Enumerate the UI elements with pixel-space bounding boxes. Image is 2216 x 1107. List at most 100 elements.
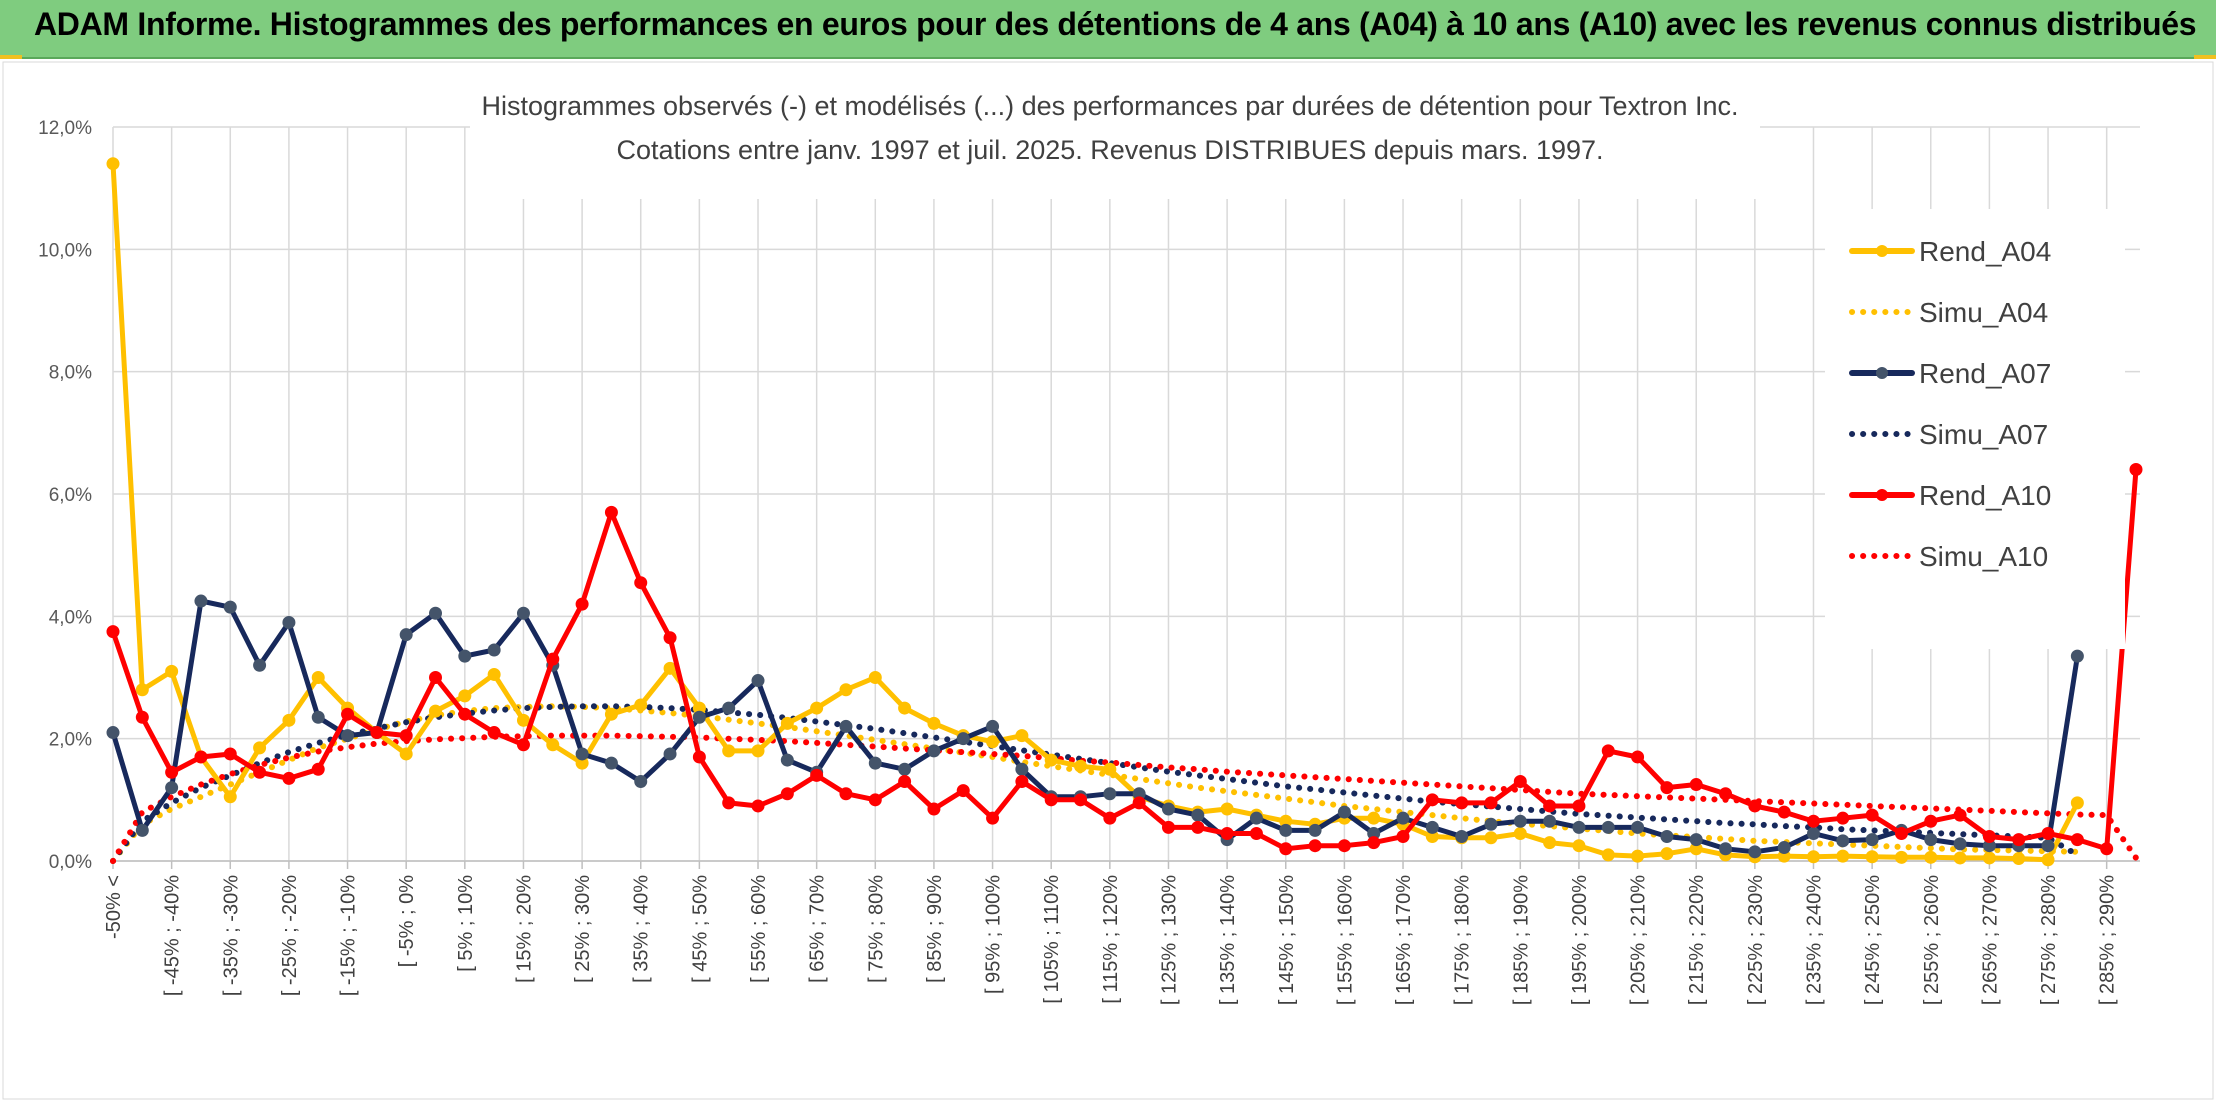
x-tick-label: [ -45% ; -40% <box>162 875 184 996</box>
series-point-rend-a10 <box>839 787 853 801</box>
series-point-rend-a07 <box>751 674 765 688</box>
legend-marker-rend-a10 <box>1876 489 1888 501</box>
series-point-rend-a10 <box>341 707 355 721</box>
series-point-rend-a04 <box>106 157 120 171</box>
series-line-simu-a07 <box>110 703 2081 864</box>
legend-label-rend-a10: Rend_A10 <box>1919 480 2051 511</box>
series-point-rend-a10 <box>956 784 970 798</box>
series-point-rend-a10 <box>1161 820 1175 834</box>
series-point-rend-a07 <box>868 756 882 770</box>
series-point-rend-a10 <box>898 774 912 788</box>
series-point-rend-a07 <box>399 628 413 642</box>
series-point-rend-a10 <box>780 787 794 801</box>
series-point-rend-a07 <box>282 615 296 629</box>
series-point-rend-a10 <box>810 768 824 782</box>
series-point-rend-a10 <box>1396 830 1410 844</box>
series-point-rend-a10 <box>458 707 472 721</box>
series-point-rend-a04 <box>1015 729 1029 743</box>
series-point-rend-a07 <box>1777 841 1791 855</box>
series-point-rend-a04 <box>458 689 472 703</box>
series-point-rend-a07 <box>1308 823 1322 837</box>
series-point-rend-a04 <box>1836 849 1850 863</box>
series-point-rend-a10 <box>1220 826 1234 840</box>
series-point-rend-a07 <box>692 710 706 724</box>
series-point-rend-a04 <box>2012 852 2026 866</box>
series-point-rend-a04 <box>311 671 325 684</box>
series-point-rend-a10 <box>399 729 413 743</box>
series-point-rend-a07 <box>1748 845 1762 859</box>
series-point-rend-a07 <box>722 701 736 715</box>
series-point-rend-a10 <box>194 750 208 764</box>
y-tick-label: 12,0% <box>38 118 92 139</box>
series-point-rend-a07 <box>2070 649 2084 663</box>
series-point-rend-a10 <box>1719 787 1733 801</box>
series-point-rend-a04 <box>634 698 648 712</box>
legend-label-simu-a10: Simu_A10 <box>1919 541 2048 572</box>
series-point-rend-a04 <box>516 713 530 727</box>
series-point-rend-a04 <box>751 744 765 758</box>
series-point-rend-a10 <box>1425 793 1439 807</box>
x-tick-label: [ 145% ; 150% <box>1276 875 1298 1005</box>
series-point-rend-a10 <box>546 652 560 666</box>
banner-title: ADAM Informe. Histogrammes des performan… <box>34 6 2197 42</box>
series-point-rend-a10 <box>722 796 736 810</box>
x-tick-label: [ 265% ; 270% <box>1979 875 2001 1005</box>
series-point-rend-a10 <box>106 625 120 639</box>
series-point-rend-a04 <box>1601 848 1615 862</box>
series-point-rend-a04 <box>253 741 267 755</box>
series-point-rend-a04 <box>487 667 501 681</box>
series-point-rend-a04 <box>546 738 560 752</box>
series-point-rend-a07 <box>575 747 589 761</box>
series-point-rend-a10 <box>1367 836 1381 850</box>
series-point-rend-a10 <box>927 802 941 816</box>
y-tick-label: 4,0% <box>49 607 92 628</box>
series-point-rend-a10 <box>516 738 530 752</box>
chart-title: Histogrammes observés (-) et modélisés (… <box>481 91 1738 121</box>
series-point-rend-a10 <box>986 811 1000 825</box>
series-point-rend-a07 <box>1015 762 1029 776</box>
series-point-rend-a07 <box>634 774 648 788</box>
x-tick-label: [ 25% ; 30% <box>572 875 594 983</box>
x-tick-label: [ 115% ; 120% <box>1100 875 1122 1004</box>
series-point-rend-a07 <box>1689 833 1703 847</box>
x-tick-label: [ 35% ; 40% <box>631 875 653 983</box>
series-point-rend-a10 <box>1279 842 1293 856</box>
series-point-rend-a07 <box>956 732 970 746</box>
series-point-rend-a04 <box>868 671 882 684</box>
x-tick-label: [ -25% ; -20% <box>279 875 301 996</box>
x-tick-label: [ 155% ; 160% <box>1334 875 1356 1005</box>
series-point-rend-a10 <box>1543 799 1557 813</box>
series-point-rend-a07 <box>1601 820 1615 834</box>
series-point-rend-a07 <box>1572 820 1586 834</box>
series-point-rend-a07 <box>223 600 237 614</box>
x-tick-label: [ 65% ; 70% <box>807 875 829 983</box>
series-point-rend-a04 <box>1982 851 1996 865</box>
series-point-rend-a07 <box>1484 817 1498 831</box>
series-point-rend-a07 <box>1337 805 1351 819</box>
series-point-rend-a10 <box>311 762 325 776</box>
series-point-rend-a04 <box>810 701 824 715</box>
series-point-rend-a10 <box>282 771 296 785</box>
x-tick-label: [ 45% ; 50% <box>689 875 711 983</box>
series-point-rend-a04 <box>927 716 941 730</box>
series-point-rend-a04 <box>604 707 618 721</box>
series-point-rend-a04 <box>722 744 736 758</box>
series-point-rend-a07 <box>986 719 1000 733</box>
y-axis: 0,0% 2,0% 4,0% 6,0% 8,0% 10,0% 12,0% <box>38 118 92 873</box>
series-point-rend-a07 <box>1279 823 1293 837</box>
series-point-rend-a04 <box>839 683 853 697</box>
series-point-rend-a07 <box>1396 811 1410 825</box>
series-point-rend-a10 <box>1660 781 1674 795</box>
series-line-rend-a10 <box>110 467 2139 852</box>
series-point-rend-a07 <box>458 649 472 663</box>
corner-accent-right <box>2194 55 2216 59</box>
x-tick-label: [ 85% ; 90% <box>924 875 946 983</box>
legend-background <box>1825 209 2125 649</box>
series-point-rend-a07 <box>135 823 149 837</box>
y-tick-label: 8,0% <box>49 363 92 384</box>
x-tick-label: [ 175% ; 180% <box>1452 875 1474 1005</box>
x-tick-label: -50% < <box>103 875 125 939</box>
series-point-rend-a10 <box>1777 805 1791 819</box>
series-point-rend-a04 <box>1103 762 1117 776</box>
series-point-rend-a07 <box>780 753 794 767</box>
